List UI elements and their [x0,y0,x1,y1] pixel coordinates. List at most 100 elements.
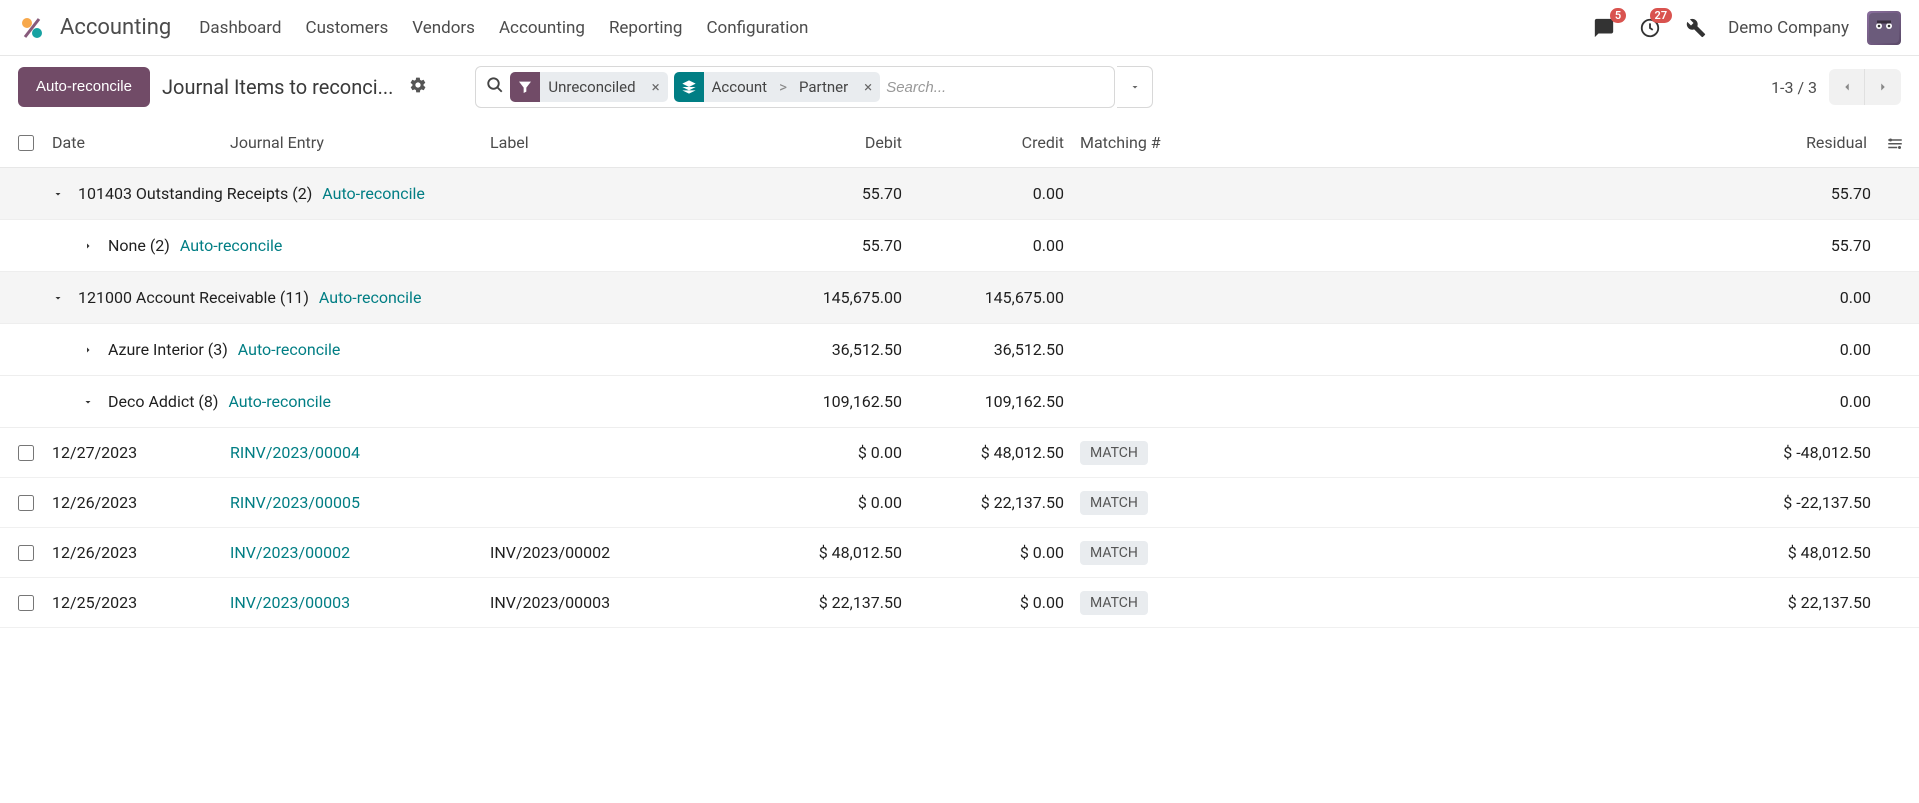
match-button[interactable]: MATCH [1080,541,1148,565]
match-button[interactable]: MATCH [1080,591,1148,615]
group-row-partner[interactable]: Deco Addict (8)Auto-reconcile109,162.501… [0,376,1919,428]
group-credit: 0.00 [910,184,1072,203]
caret-down-icon[interactable] [52,292,68,304]
col-matching[interactable]: Matching # [1072,133,1222,152]
group-residual: 0.00 [1222,288,1879,307]
journal-entry-link[interactable]: INV/2023/00002 [230,543,350,562]
topbar-right: 5 27 Demo Company [1590,11,1901,45]
table-row: 12/26/2023RINV/2023/00005$ 0.00$ 22,137.… [0,478,1919,528]
group-debit: 55.70 [748,184,910,203]
group-debit: 36,512.50 [748,340,910,359]
group-credit: 145,675.00 [910,288,1072,307]
filter-chip-close-icon[interactable]: × [644,78,668,96]
auto-reconcile-link[interactable]: Auto-reconcile [228,392,331,411]
group-label: 121000 Account Receivable (11) [78,288,309,307]
select-all-checkbox[interactable] [18,135,34,151]
control-bar: Auto-reconcile Journal Items to reconci.… [0,56,1919,118]
auto-reconcile-link[interactable]: Auto-reconcile [319,288,422,307]
caret-down-icon[interactable] [52,188,68,200]
messages-badge: 5 [1610,8,1626,23]
nav-dashboard[interactable]: Dashboard [199,18,281,38]
cell-date: 12/27/2023 [52,443,230,462]
auto-reconcile-link[interactable]: Auto-reconcile [238,340,341,359]
cell-debit: $ 0.00 [748,493,910,512]
app-title[interactable]: Accounting [60,15,171,40]
cell-residual: $ 22,137.50 [1222,593,1879,612]
activities-icon[interactable]: 27 [1636,14,1664,42]
cell-credit: $ 0.00 [910,543,1072,562]
nav-vendors[interactable]: Vendors [412,18,475,38]
table-header: Date Journal Entry Label Debit Credit Ma… [0,118,1919,168]
row-checkbox[interactable] [18,595,34,611]
journal-entry-link[interactable]: INV/2023/00003 [230,593,350,612]
search-options-toggle[interactable] [1117,66,1153,108]
group-debit: 55.70 [748,236,910,255]
col-journal-entry[interactable]: Journal Entry [230,133,490,152]
group-residual: 55.70 [1222,184,1879,203]
cell-debit: $ 0.00 [748,443,910,462]
row-checkbox[interactable] [18,495,34,511]
column-settings-icon[interactable] [1875,134,1915,152]
group-row-partner[interactable]: Azure Interior (3)Auto-reconcile36,512.5… [0,324,1919,376]
table-row: 12/27/2023RINV/2023/00004 $ 0.00$ 48,012.… [0,428,1919,478]
nav-configuration[interactable]: Configuration [706,18,808,38]
cell-residual: $ 48,012.50 [1222,543,1879,562]
row-checkbox[interactable] [18,445,34,461]
group-label: Deco Addict (8) [108,392,218,411]
view-settings-icon[interactable] [409,76,427,98]
cell-credit: $ 22,137.50 [910,493,1072,512]
group-label: 101403 Outstanding Receipts (2) [78,184,312,203]
group-residual: 0.00 [1222,340,1879,359]
caret-right-icon[interactable] [82,240,98,252]
group-label: None (2) [108,236,170,255]
col-label[interactable]: Label [490,133,748,152]
caret-right-icon[interactable] [82,344,98,356]
pager-prev-icon[interactable] [1829,69,1865,105]
match-button[interactable]: MATCH [1080,491,1148,515]
search-icon[interactable] [486,76,504,98]
company-name[interactable]: Demo Company [1728,18,1849,38]
filter-icon [510,72,540,102]
col-debit[interactable]: Debit [748,133,910,152]
cell-credit: $ 48,012.50 [910,443,1072,462]
group-row-account[interactable]: 101403 Outstanding Receipts (2) Auto-reco… [0,168,1919,220]
search-input[interactable] [886,79,1108,96]
col-residual[interactable]: Residual [1222,133,1875,152]
nav-customers[interactable]: Customers [306,18,389,38]
group-row-account[interactable]: 121000 Account Receivable (11) Auto-recon… [0,272,1919,324]
auto-reconcile-button[interactable]: Auto-reconcile [18,67,150,107]
cell-date: 12/26/2023 [52,543,230,562]
nav-accounting[interactable]: Accounting [499,18,585,38]
col-date[interactable]: Date [52,133,230,152]
group-residual: 0.00 [1222,392,1879,411]
pager-next-icon[interactable] [1865,69,1901,105]
pager-text[interactable]: 1-3 / 3 [1771,78,1817,97]
auto-reconcile-link[interactable]: Auto-reconcile [180,236,283,255]
nav-reporting[interactable]: Reporting [609,18,683,38]
row-checkbox[interactable] [18,545,34,561]
group-chip-close-icon[interactable]: × [856,78,880,96]
table-row: 12/25/2023INV/2023/00003INV/2023/00003$ … [0,578,1919,628]
cell-debit: $ 48,012.50 [748,543,910,562]
messages-icon[interactable]: 5 [1590,14,1618,42]
caret-down-icon[interactable] [82,396,98,408]
app-logo[interactable] [18,14,46,42]
group-chip-sep: > [775,78,791,96]
user-avatar[interactable] [1867,11,1901,45]
auto-reconcile-link[interactable]: Auto-reconcile [322,184,425,203]
journal-entry-link[interactable]: RINV/2023/00004 [230,443,360,462]
group-row-partner[interactable]: None (2)Auto-reconcile55.700.0055.70 [0,220,1919,272]
pager: 1-3 / 3 [1771,69,1901,105]
match-button[interactable]: MATCH [1080,441,1148,465]
cell-residual: $ -22,137.50 [1222,493,1879,512]
group-debit: 109,162.50 [748,392,910,411]
group-chip-account-partner: Account > Partner × [674,72,881,102]
col-credit[interactable]: Credit [910,133,1072,152]
group-icon [674,72,704,102]
journal-entry-link[interactable]: RINV/2023/00005 [230,493,360,512]
group-credit: 36,512.50 [910,340,1072,359]
cell-label: INV/2023/00003 [490,593,748,612]
group-chip-b: Partner [791,78,856,96]
tools-icon[interactable] [1682,14,1710,42]
cell-label: INV/2023/00002 [490,543,748,562]
